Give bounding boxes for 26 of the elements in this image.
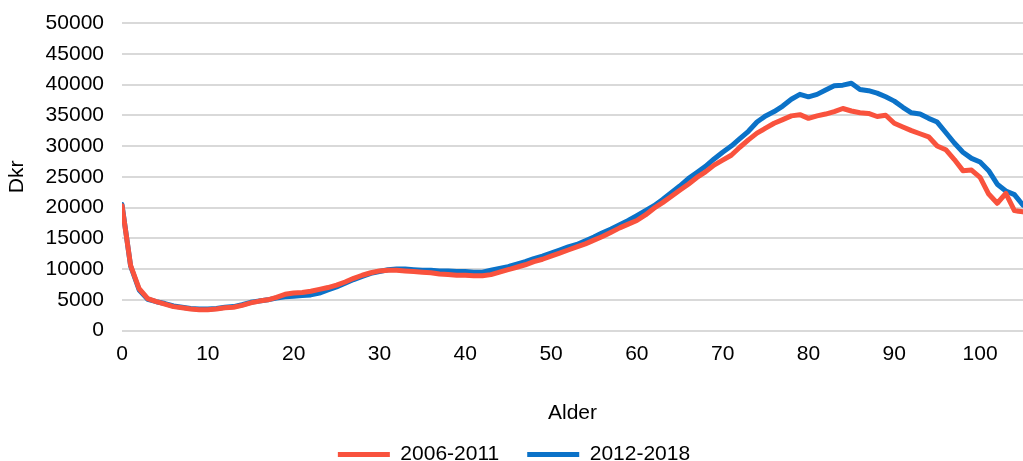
legend-label: 2012-2018	[589, 441, 691, 461]
x-tick-label: 50	[539, 341, 563, 364]
y-tick-label: 30000	[45, 132, 104, 156]
x-tick-label: 10	[196, 341, 220, 364]
y-tick-label: 45000	[45, 40, 104, 64]
x-tick-label: 90	[882, 341, 906, 364]
y-tick-label: 35000	[45, 102, 104, 126]
y-tick-label: 20000	[45, 194, 104, 218]
y-tick-label: 15000	[45, 225, 104, 249]
x-axis-title: Alder	[547, 400, 598, 424]
y-tick-label: 5000	[57, 286, 104, 310]
y-tick-label: 10000	[45, 255, 104, 279]
y-tick-label: 50000	[45, 9, 104, 33]
x-tick-label: 0	[116, 341, 128, 364]
x-tick-label: 20	[281, 341, 306, 364]
y-axis-title: Dkr	[4, 160, 28, 194]
x-tick-label: 30	[367, 341, 392, 364]
x-tick-label: 40	[453, 341, 477, 364]
x-tick-label: 80	[796, 341, 821, 364]
y-tick-label: 40000	[45, 71, 104, 95]
x-tick-label: 100	[962, 341, 998, 364]
x-tick-label: 60	[625, 341, 649, 364]
y-tick-label: 25000	[45, 163, 104, 187]
legend-label: 2006-2011	[400, 441, 500, 461]
x-tick-label: 70	[710, 341, 735, 364]
y-tick-label: 0	[92, 317, 104, 341]
